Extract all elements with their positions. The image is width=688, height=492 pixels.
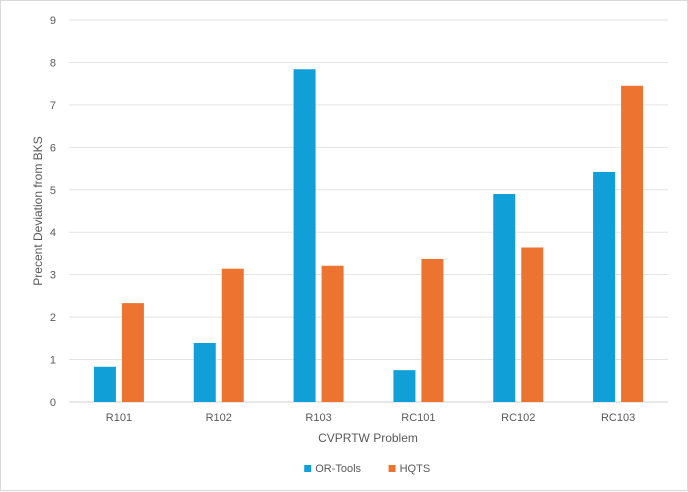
y-tick-label: 8 [50,57,56,69]
x-tick-label: R101 [106,412,132,424]
legend-label-hqts: HQTS [400,463,431,475]
bar-or-tools-r103 [293,69,316,402]
bar-or-tools-rc101 [393,370,416,402]
bar-or-tools-rc102 [493,194,516,402]
bar-hqts-rc103 [621,85,644,403]
y-tick-label: 3 [50,270,56,282]
y-axis-title: Precent Deviation from BKS [31,136,45,285]
gridlines [69,19,668,403]
y-tick-label: 6 [50,142,56,154]
bar-or-tools-r101 [93,366,116,402]
bar-or-tools-rc103 [593,171,616,402]
bar-hqts-r103 [321,265,344,402]
y-tick-label: 7 [50,100,56,112]
bar-hqts-r102 [221,268,244,402]
bar-hqts-rc102 [521,247,544,402]
legend-swatch-hqts [388,465,396,472]
x-axis-title: CVPRTW Problem [318,431,418,445]
y-tick-label: 4 [50,227,56,239]
x-tick-label: RC101 [401,412,435,424]
x-tick-label: R103 [305,412,331,424]
y-tick-label: 5 [50,185,56,197]
y-tick-label: 1 [50,355,56,367]
y-tick-label: 2 [50,312,56,324]
bar-hqts-r101 [121,303,144,402]
x-tick-label: RC103 [601,412,635,424]
legend-label-or-tools: OR-Tools [315,463,361,475]
x-tick-label: R102 [206,412,232,424]
legend-swatch-or-tools [304,465,312,472]
bar-or-tools-r102 [193,343,216,402]
x-axis-ticks: R101 R102 R103 RC101 RC102 RC103 [106,412,635,424]
x-tick-label: RC102 [501,412,535,424]
bars [93,69,644,403]
y-tick-label: 9 [50,15,56,27]
legend: OR-Tools HQTS [304,463,430,475]
y-tick-label: 0 [50,397,56,409]
y-axis-ticks: 0 1 2 3 4 5 6 7 8 9 [50,15,56,409]
bar-hqts-rc101 [421,258,444,402]
